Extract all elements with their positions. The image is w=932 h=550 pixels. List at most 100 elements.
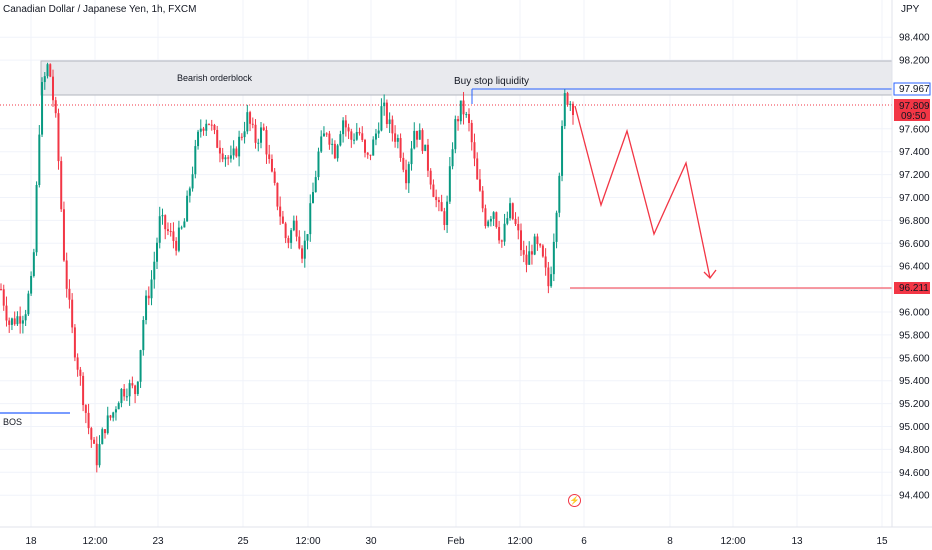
- time-tick-label: 12:00: [507, 536, 532, 547]
- candle-body: [62, 209, 65, 261]
- candle-body: [487, 221, 490, 227]
- candle-body: [470, 122, 473, 143]
- time-tick-label: 15: [876, 536, 888, 547]
- candle-body: [328, 133, 331, 145]
- candle-body: [465, 114, 468, 116]
- price-tick-label: 95.400: [899, 376, 930, 387]
- candle-body: [353, 139, 356, 141]
- price-axis-currency: JPY: [901, 4, 920, 15]
- candle-body: [183, 221, 186, 228]
- projection-path[interactable]: [574, 105, 711, 279]
- candle-body: [76, 357, 79, 370]
- candle-body: [0, 289, 2, 291]
- candle-body: [68, 288, 71, 300]
- candle-body: [552, 241, 555, 275]
- candle-body: [405, 169, 408, 184]
- candle-body: [279, 206, 282, 217]
- price-tick-label: 94.600: [899, 468, 930, 479]
- candle-body: [164, 215, 167, 230]
- lightning-icon[interactable]: ⚡: [568, 494, 581, 507]
- time-axis[interactable]: 18 12:00 23 25 12:00 30 Feb 12:00 6 8 12:00 13 15: [25, 536, 888, 547]
- candle-body: [125, 396, 128, 398]
- candle-body: [399, 138, 402, 158]
- candle-body: [342, 120, 345, 135]
- candle-body: [377, 130, 380, 134]
- candle-body: [413, 130, 416, 149]
- candle-body: [462, 100, 465, 115]
- candle-body: [229, 155, 232, 159]
- candle-body: [550, 274, 553, 287]
- candle-body: [287, 238, 290, 243]
- candle-body: [106, 415, 109, 434]
- candle-body: [114, 409, 117, 413]
- candle-body: [265, 130, 268, 155]
- candle-body: [336, 145, 339, 159]
- candle-body: [156, 242, 158, 262]
- candle-body: [262, 127, 265, 131]
- candle-body: [73, 327, 76, 358]
- candle-body: [41, 82, 44, 135]
- candle-body: [541, 245, 544, 257]
- candle-body: [172, 231, 175, 241]
- candle-body: [473, 142, 476, 159]
- candle-body: [500, 240, 503, 242]
- candle-body: [30, 275, 33, 294]
- candle-body: [522, 250, 525, 255]
- candle-body: [150, 279, 153, 299]
- candle-body: [314, 177, 317, 193]
- price-label-last-bg: [894, 99, 930, 121]
- candle-body: [426, 144, 429, 171]
- candle-body: [339, 134, 342, 146]
- candle-body: [364, 139, 366, 153]
- symbol-title[interactable]: Canadian Dollar / Japanese Yen, 1h, FXCM: [3, 4, 197, 15]
- candle-body: [232, 148, 235, 156]
- candle-body: [457, 119, 460, 122]
- candle-body: [145, 295, 148, 321]
- candle-body: [306, 234, 309, 241]
- candle-body: [454, 119, 457, 150]
- candle-body: [254, 124, 257, 143]
- time-tick-label: 8: [667, 536, 673, 547]
- candle-body: [443, 211, 446, 225]
- candle-body: [451, 149, 454, 167]
- candle-body: [82, 375, 85, 406]
- price-tick-label: 96.400: [899, 262, 930, 273]
- price-tick-label: 97.200: [899, 170, 930, 181]
- candle-body: [481, 190, 484, 209]
- candle-body: [60, 161, 63, 210]
- candle-body: [197, 131, 200, 147]
- candle-body: [249, 112, 252, 124]
- time-tick-label: 12:00: [295, 536, 320, 547]
- candle-body: [437, 200, 440, 203]
- candle-body: [210, 124, 213, 126]
- candle-body: [506, 218, 509, 224]
- candle-body: [410, 148, 413, 165]
- candle-body: [224, 157, 227, 160]
- price-tick-label: 95.000: [899, 422, 930, 433]
- candle-body: [459, 100, 462, 122]
- candle-body: [301, 248, 304, 259]
- candle-body: [71, 299, 74, 328]
- candle-body: [511, 203, 514, 219]
- candle-body: [32, 252, 35, 276]
- candle-body: [478, 179, 481, 191]
- price-tick-label: 94.800: [899, 445, 930, 456]
- candle-body: [57, 113, 60, 162]
- candle-body: [93, 439, 96, 444]
- candle-body: [142, 320, 145, 351]
- candle-body: [240, 136, 243, 138]
- candle-body: [325, 133, 328, 135]
- candle-layer: [0, 62, 574, 473]
- candle-body: [333, 143, 336, 159]
- price-tick-label: 97.600: [899, 124, 930, 135]
- time-tick-label: 23: [152, 536, 164, 547]
- candle-body: [394, 133, 397, 142]
- candle-body: [284, 223, 287, 239]
- candle-body: [544, 256, 547, 268]
- candle-body: [79, 369, 82, 376]
- candle-body: [87, 412, 90, 429]
- candle-body: [16, 316, 19, 325]
- candle-body: [432, 184, 435, 197]
